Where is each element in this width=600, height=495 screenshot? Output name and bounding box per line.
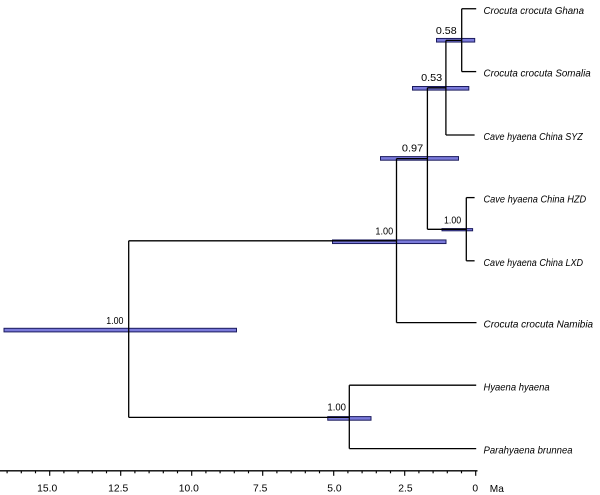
svg-text:Cave hyaena China HZD: Cave hyaena China HZD: [484, 195, 587, 206]
svg-text:1.00: 1.00: [375, 226, 393, 237]
svg-text:5.0: 5.0: [327, 484, 342, 495]
svg-text:Cave hyaena China SYZ: Cave hyaena China SYZ: [484, 132, 584, 143]
svg-text:0.53: 0.53: [421, 73, 443, 84]
svg-text:Crocuta crocuta Ghana: Crocuta crocuta Ghana: [484, 6, 585, 17]
svg-text:2.5: 2.5: [398, 484, 413, 495]
svg-text:1.00: 1.00: [106, 316, 124, 327]
svg-text:Crocuta crocuta Namibia: Crocuta crocuta Namibia: [484, 320, 594, 331]
svg-text:15.0: 15.0: [37, 484, 57, 495]
svg-text:Cave hyaena China LXD: Cave hyaena China LXD: [484, 258, 584, 269]
svg-text:Ma: Ma: [490, 484, 504, 495]
svg-text:Parahyaena brunnea: Parahyaena brunnea: [484, 445, 574, 456]
svg-text:7.5: 7.5: [253, 484, 268, 495]
svg-text:1.00: 1.00: [327, 402, 346, 413]
svg-text:10.0: 10.0: [179, 484, 199, 495]
svg-text:0.58: 0.58: [436, 26, 457, 37]
svg-text:1.00: 1.00: [444, 216, 462, 227]
svg-text:Hyaena hyaena: Hyaena hyaena: [484, 382, 551, 393]
svg-text:12.5: 12.5: [108, 484, 128, 495]
svg-text:0: 0: [472, 484, 478, 495]
svg-text:0.97: 0.97: [402, 144, 424, 155]
svg-text:Crocuta crocuta Somalia: Crocuta crocuta Somalia: [484, 69, 592, 80]
